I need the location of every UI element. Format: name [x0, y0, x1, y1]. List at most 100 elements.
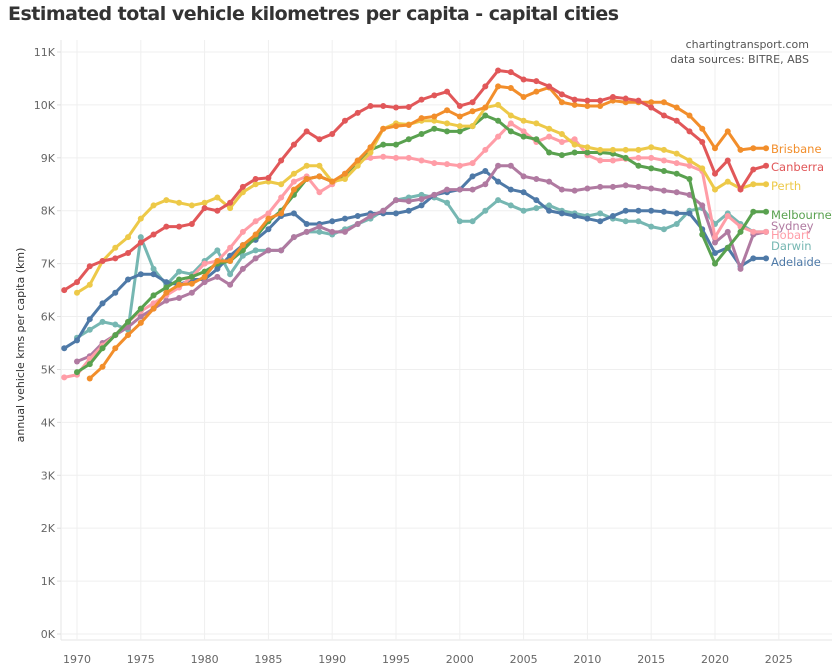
data-point[interactable]: [597, 102, 604, 109]
data-point[interactable]: [673, 170, 680, 177]
data-point[interactable]: [469, 123, 476, 130]
data-point[interactable]: [635, 162, 642, 169]
data-point[interactable]: [99, 363, 106, 370]
data-point[interactable]: [648, 154, 655, 161]
data-point[interactable]: [520, 173, 527, 180]
data-point[interactable]: [393, 210, 399, 217]
data-point[interactable]: [239, 265, 246, 272]
data-point[interactable]: [444, 107, 451, 114]
data-point[interactable]: [456, 218, 463, 225]
data-point[interactable]: [418, 131, 425, 138]
data-point[interactable]: [418, 115, 425, 122]
data-point[interactable]: [763, 228, 770, 235]
data-point[interactable]: [660, 146, 667, 153]
data-point[interactable]: [150, 305, 157, 312]
data-point[interactable]: [546, 125, 553, 132]
data-point[interactable]: [393, 104, 399, 111]
data-point[interactable]: [686, 191, 693, 198]
data-point[interactable]: [176, 295, 183, 302]
data-point[interactable]: [622, 218, 629, 225]
data-point[interactable]: [456, 113, 463, 120]
data-point[interactable]: [239, 252, 246, 259]
data-point[interactable]: [482, 112, 489, 119]
data-point[interactable]: [469, 218, 476, 225]
data-point[interactable]: [495, 67, 502, 74]
data-point[interactable]: [648, 223, 655, 230]
data-point[interactable]: [431, 191, 438, 198]
data-point[interactable]: [137, 319, 144, 326]
data-point[interactable]: [712, 260, 718, 267]
data-point[interactable]: [558, 91, 565, 98]
data-point[interactable]: [137, 313, 144, 320]
data-point[interactable]: [444, 88, 451, 95]
data-point[interactable]: [724, 157, 731, 164]
data-point[interactable]: [673, 189, 680, 196]
data-point[interactable]: [125, 332, 132, 339]
data-point[interactable]: [558, 138, 565, 145]
data-point[interactable]: [712, 239, 718, 246]
data-point[interactable]: [303, 175, 310, 182]
data-point[interactable]: [137, 234, 144, 241]
data-point[interactable]: [125, 276, 132, 283]
data-point[interactable]: [112, 345, 119, 352]
data-point[interactable]: [176, 276, 183, 283]
data-point[interactable]: [520, 207, 527, 214]
data-point[interactable]: [163, 289, 170, 296]
data-point[interactable]: [341, 228, 348, 235]
data-point[interactable]: [686, 112, 693, 119]
data-point[interactable]: [597, 97, 604, 104]
data-point[interactable]: [533, 197, 540, 204]
data-point[interactable]: [201, 273, 208, 280]
data-point[interactable]: [533, 175, 540, 182]
data-point[interactable]: [673, 160, 680, 167]
data-point[interactable]: [61, 287, 68, 294]
data-point[interactable]: [112, 244, 119, 251]
data-point[interactable]: [265, 174, 272, 181]
data-point[interactable]: [227, 271, 234, 278]
data-point[interactable]: [444, 120, 451, 127]
data-point[interactable]: [125, 250, 132, 257]
data-point[interactable]: [380, 153, 387, 160]
data-point[interactable]: [609, 183, 616, 190]
data-point[interactable]: [456, 186, 463, 193]
data-point[interactable]: [214, 194, 221, 201]
data-point[interactable]: [571, 136, 578, 143]
data-point[interactable]: [176, 199, 183, 206]
data-point[interactable]: [125, 318, 132, 325]
data-point[interactable]: [495, 117, 502, 124]
data-point[interactable]: [405, 207, 412, 214]
data-point[interactable]: [188, 273, 195, 280]
data-point[interactable]: [112, 321, 119, 328]
data-point[interactable]: [558, 186, 565, 193]
data-point[interactable]: [533, 120, 540, 127]
data-point[interactable]: [609, 213, 616, 220]
data-point[interactable]: [686, 162, 693, 169]
data-point[interactable]: [482, 181, 489, 188]
data-point[interactable]: [176, 223, 183, 230]
data-point[interactable]: [482, 168, 489, 175]
data-point[interactable]: [597, 146, 604, 153]
data-point[interactable]: [252, 255, 259, 262]
data-point[interactable]: [609, 93, 616, 100]
data-point[interactable]: [163, 223, 170, 230]
data-point[interactable]: [163, 297, 170, 304]
data-point[interactable]: [750, 255, 757, 262]
data-point[interactable]: [137, 271, 144, 278]
data-point[interactable]: [265, 226, 272, 233]
data-point[interactable]: [546, 149, 553, 156]
data-point[interactable]: [201, 205, 208, 212]
data-point[interactable]: [660, 157, 667, 164]
data-point[interactable]: [520, 93, 527, 100]
data-point[interactable]: [763, 162, 770, 169]
data-point[interactable]: [405, 136, 412, 143]
data-point[interactable]: [686, 128, 693, 135]
data-point[interactable]: [431, 160, 438, 167]
data-point[interactable]: [137, 215, 144, 222]
data-point[interactable]: [571, 149, 578, 156]
data-point[interactable]: [699, 202, 706, 209]
data-point[interactable]: [444, 161, 451, 168]
data-point[interactable]: [571, 101, 578, 108]
data-point[interactable]: [456, 102, 463, 109]
data-point[interactable]: [686, 210, 693, 217]
data-point[interactable]: [533, 78, 540, 85]
